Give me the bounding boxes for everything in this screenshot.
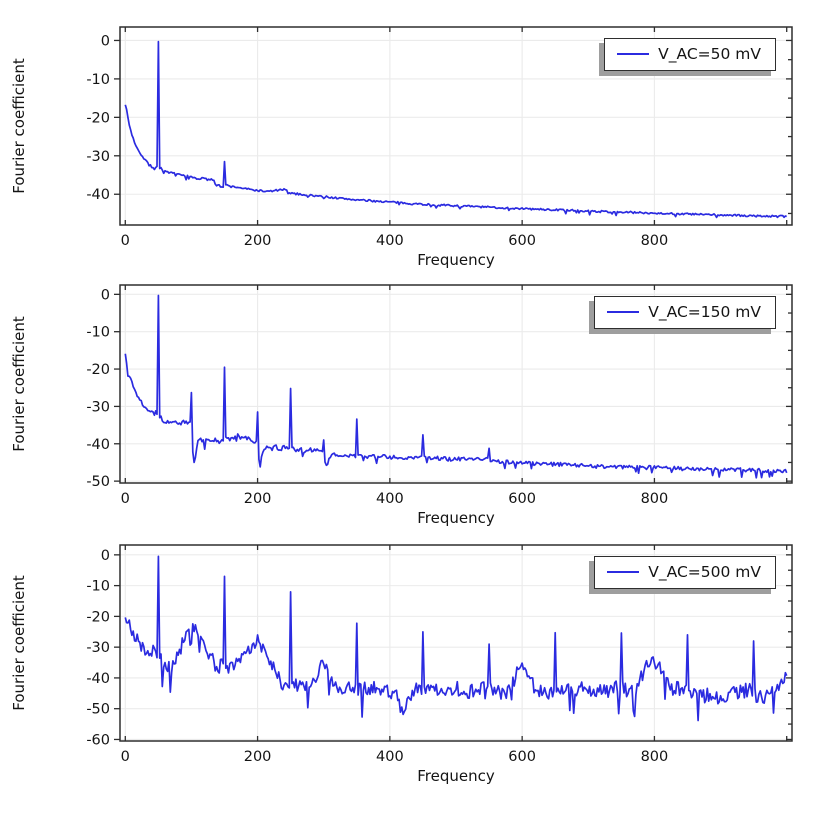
y-tick-label: -50 [86, 474, 110, 490]
x-axis-label: Frequency [417, 509, 495, 527]
tick-labels: 0 200 400 600 800 0 -10 -20 -30 -40 [86, 33, 668, 249]
x-tick-label: 600 [508, 749, 536, 765]
tick-labels: 0 200 400 600 800 0 -10 -20 -30 -40 -50 -60 [86, 548, 668, 765]
legend-label: V_AC=150 mV [648, 303, 761, 321]
plot-svg-vac-50mv: 0 200 400 600 800 0 -10 -20 -30 -40 [86, 26, 793, 249]
x-tick-label: 600 [508, 233, 536, 249]
y-axis-label: Fourier coefficient [10, 575, 28, 711]
legend-line-sample [607, 311, 640, 313]
legend-label: V_AC=50 mV [658, 45, 761, 63]
legend-vac-500mv: V_AC=500 mV [594, 556, 776, 589]
x-tick-label: 0 [121, 749, 130, 765]
y-tick-label: -40 [86, 671, 110, 687]
plot-frame [119, 284, 793, 484]
legend-vac-150mv: V_AC=150 mV [594, 296, 776, 329]
ticks [114, 545, 792, 741]
y-tick-label: -40 [86, 437, 110, 453]
legend-line-sample [607, 571, 640, 573]
series-line [124, 294, 788, 479]
x-tick-label: 400 [376, 491, 404, 507]
x-axis-label: Frequency [417, 767, 495, 785]
x-tick-label: 800 [641, 233, 669, 249]
y-axis-label: Fourier coefficient [10, 58, 28, 194]
plot-svg-vac-500mv: 0 200 400 600 800 0 -10 -20 -30 -40 -50 -60 [86, 544, 793, 765]
x-tick-label: 0 [121, 491, 130, 507]
y-tick-label: -20 [86, 362, 110, 378]
y-tick-label: -30 [86, 149, 110, 165]
plot-frame [119, 26, 793, 226]
ticks [114, 27, 792, 225]
ticks [114, 285, 792, 483]
y-tick-label: -10 [86, 72, 110, 88]
x-tick-label: 400 [376, 749, 404, 765]
series-line [124, 40, 787, 219]
series-line [124, 555, 788, 722]
plot-frame [119, 544, 793, 742]
y-tick-label: -30 [86, 399, 110, 415]
x-tick-label: 400 [376, 233, 404, 249]
plot-svg-vac-150mv: 0 200 400 600 800 0 -10 -20 -30 -40 -50 [86, 284, 793, 507]
y-axis-label: Fourier coefficient [10, 316, 28, 452]
grid [120, 545, 792, 741]
y-tick-label: -20 [86, 110, 110, 126]
x-tick-label: 200 [244, 233, 272, 249]
x-tick-label: 200 [244, 491, 272, 507]
legend-vac-50mv: V_AC=50 mV [604, 38, 776, 71]
legend-label: V_AC=500 mV [648, 563, 761, 581]
y-tick-label: 0 [101, 287, 110, 303]
x-axis-label: Frequency [417, 251, 495, 269]
x-tick-label: 600 [508, 491, 536, 507]
y-tick-label: -50 [86, 702, 110, 718]
y-tick-label: -30 [86, 640, 110, 656]
y-tick-label: 0 [101, 33, 110, 49]
y-tick-label: -10 [86, 579, 110, 595]
y-tick-label: -10 [86, 325, 110, 341]
x-tick-label: 800 [641, 491, 669, 507]
x-tick-label: 200 [244, 749, 272, 765]
y-tick-label: -40 [86, 187, 110, 203]
subplot-vac-50mv: 0 200 400 600 800 0 -10 -20 -30 -40 Fourier coeff… [0, 0, 839, 272]
subplot-vac-500mv: 0 200 400 600 800 0 -10 -20 -30 -40 -50 -60 Fourier… [0, 532, 839, 817]
x-tick-label: 800 [641, 749, 669, 765]
legend-line-sample [617, 53, 650, 55]
x-tick-label: 0 [121, 233, 130, 249]
tick-labels: 0 200 400 600 800 0 -10 -20 -30 -40 -50 [86, 287, 668, 507]
subplot-vac-150mv: 0 200 400 600 800 0 -10 -20 -30 -40 -50 Fourier co… [0, 272, 839, 532]
y-tick-label: -20 [86, 609, 110, 625]
grid [120, 285, 792, 483]
y-tick-label: 0 [101, 548, 110, 564]
y-tick-label: -60 [86, 732, 110, 748]
